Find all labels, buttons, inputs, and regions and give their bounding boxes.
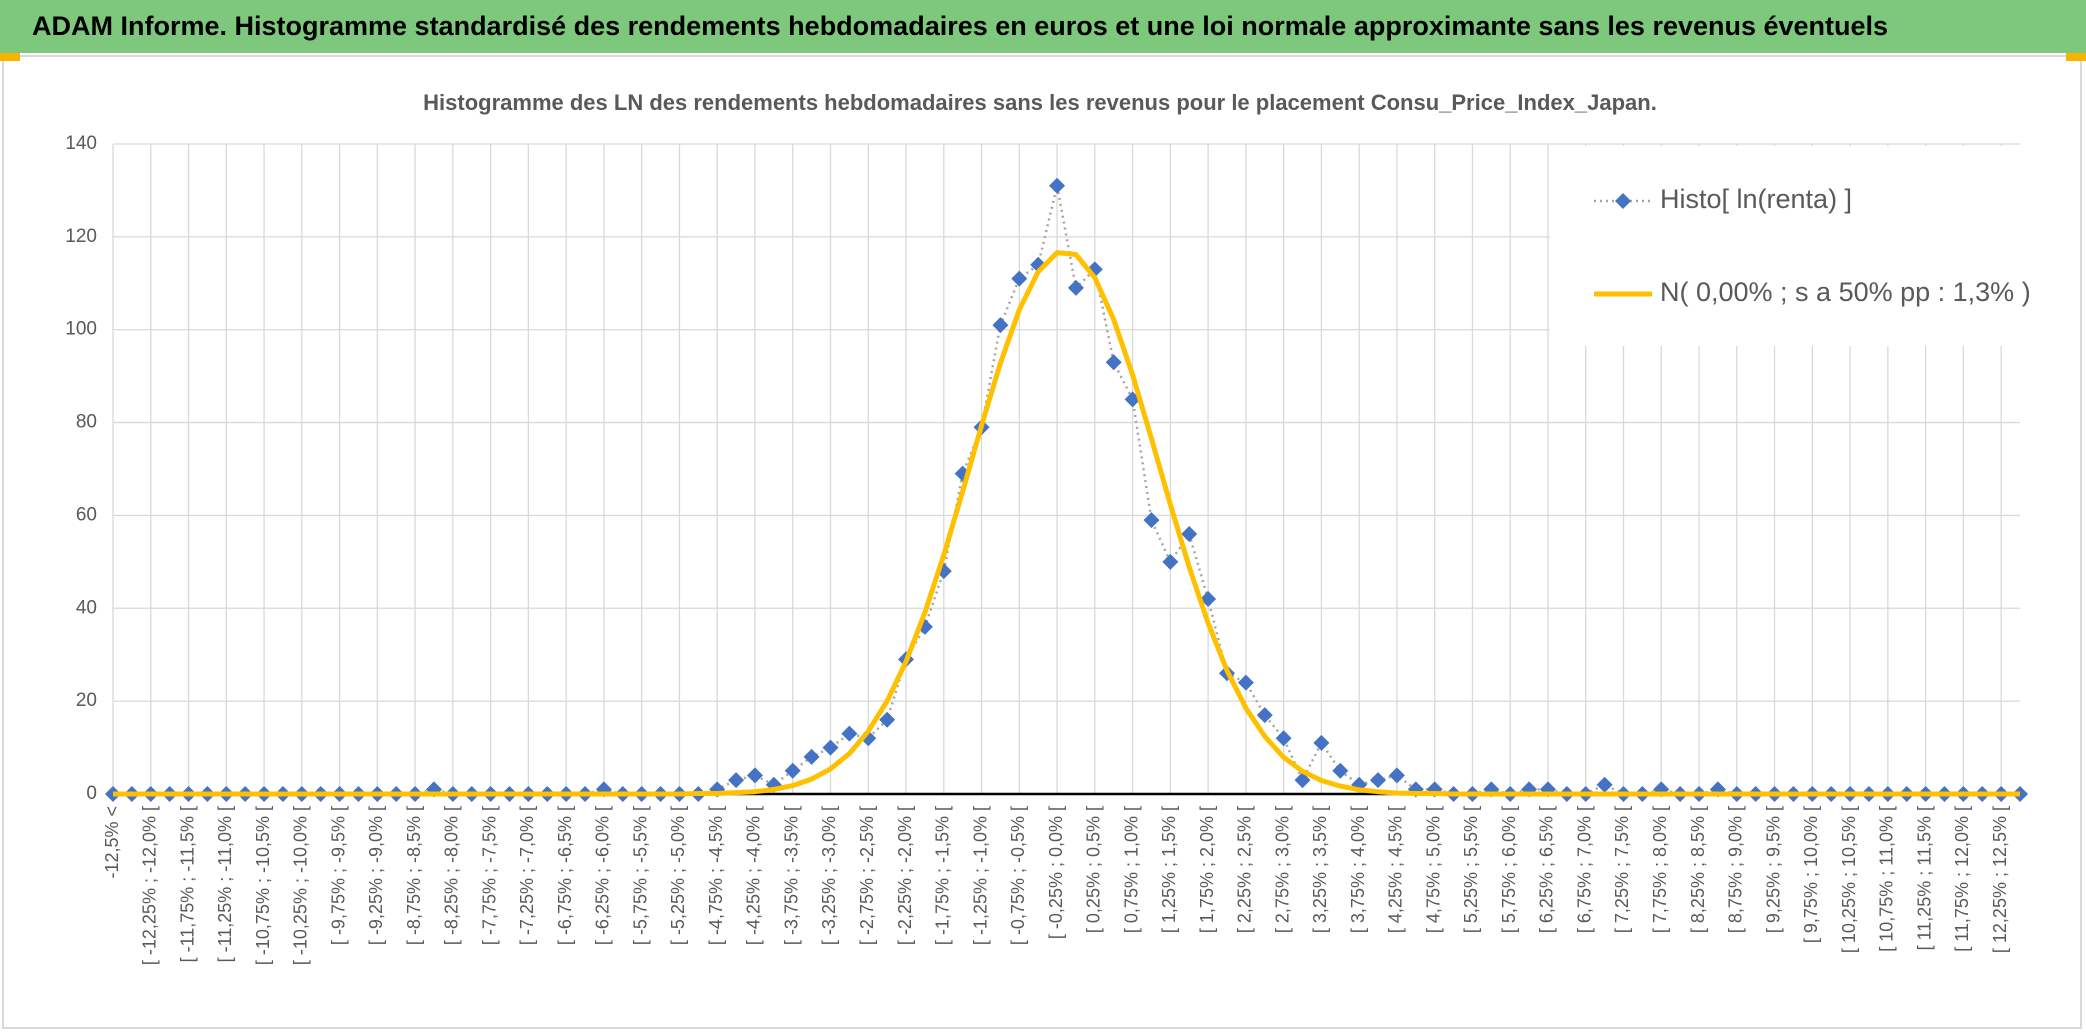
data-point — [746, 767, 763, 784]
y-tick-label: 20 — [76, 690, 97, 711]
x-tick-label: [ -11,75% ; -11,5% [ — [177, 806, 197, 962]
x-tick-label: [ -9,25% ; -9,0% [ — [366, 806, 386, 945]
data-point — [1162, 553, 1179, 570]
x-tick-label: -12,5% < — [102, 806, 122, 879]
data-point — [1237, 674, 1254, 691]
legend-marker — [1615, 193, 1631, 209]
x-tick-label: [ -2,75% ; -2,5% [ — [857, 806, 877, 945]
x-tick-label: [ 8,25% ; 8,5% [ — [1688, 806, 1708, 933]
x-tick-label: [ -5,75% ; -5,5% [ — [630, 806, 650, 945]
y-tick-label: 80 — [76, 412, 97, 433]
y-tick-label: 40 — [76, 597, 97, 618]
x-tick-label: [ 2,25% ; 2,5% [ — [1235, 806, 1255, 933]
data-point — [1332, 762, 1349, 779]
chart-title: Histogramme des LN des rendements hebdom… — [423, 90, 1657, 115]
chart-frame — [2, 55, 2082, 1029]
x-tick-label: [ 4,25% ; 4,5% [ — [1386, 806, 1406, 933]
data-point — [1275, 730, 1292, 747]
legend-label: Histo[ ln(renta) ] — [1660, 184, 1852, 214]
data-point — [1596, 776, 1613, 793]
x-tick-label: [ 5,75% ; 6,0% [ — [1499, 806, 1519, 933]
data-point — [1011, 270, 1028, 287]
x-tick-label: [ -1,25% ; -1,0% [ — [970, 806, 990, 945]
x-tick-label: [ 9,75% ; 10,0% [ — [1801, 806, 1821, 943]
x-tick-label: [ -8,75% ; -8,5% [ — [404, 806, 424, 945]
x-tick-label: [ 5,25% ; 5,5% [ — [1461, 806, 1481, 933]
y-tick-label: 60 — [76, 504, 97, 525]
x-tick-label: [ -2,25% ; -2,0% [ — [895, 806, 915, 945]
x-tick-label: [ 12,25% ; 12,5% [ — [1990, 806, 2010, 953]
x-tick-label: [ -0,75% ; -0,5% [ — [1008, 806, 1028, 945]
x-tick-label: [ 11,75% ; 12,0% [ — [1952, 806, 1972, 952]
y-tick-label: 140 — [65, 133, 97, 154]
x-tick-label: [ -8,25% ; -8,0% [ — [442, 806, 462, 945]
x-tick-label: [ -4,25% ; -4,0% [ — [744, 806, 764, 945]
data-point — [1105, 354, 1122, 371]
x-tick-label: [ -10,25% ; -10,0% [ — [291, 806, 311, 965]
x-tick-label: [ 8,75% ; 9,0% [ — [1726, 806, 1746, 933]
x-tick-label: [ 6,75% ; 7,0% [ — [1574, 806, 1594, 933]
data-point — [784, 762, 801, 779]
data-point — [1143, 512, 1160, 529]
data-point — [803, 748, 820, 765]
x-tick-label: [ 11,25% ; 11,5% [ — [1914, 806, 1934, 950]
corner — [2066, 53, 2086, 61]
x-tick-label: [ 0,75% ; 1,0% [ — [1121, 806, 1141, 933]
x-tick-label: [ 4,75% ; 5,0% [ — [1423, 806, 1443, 933]
x-tick-label: [ -11,25% ; -11,0% [ — [215, 806, 235, 962]
x-tick-label: [ 10,25% ; 10,5% [ — [1839, 806, 1859, 953]
x-tick-label: [ -6,25% ; -6,0% [ — [593, 806, 613, 945]
title-bar — [0, 0, 2086, 53]
x-tick-label: [ -9,75% ; -9,5% [ — [328, 806, 348, 945]
page-title: ADAM Informe. Histogramme standardisé de… — [32, 11, 1888, 41]
y-tick-label: 120 — [65, 226, 97, 247]
x-tick-label: [ -5,25% ; -5,0% [ — [668, 806, 688, 945]
data-point — [879, 711, 896, 728]
x-tick-label: [ 7,75% ; 8,0% [ — [1650, 806, 1670, 933]
y-tick-label: 0 — [86, 783, 97, 804]
data-point — [1200, 591, 1217, 607]
x-tick-label: [ -4,75% ; -4,5% [ — [706, 806, 726, 945]
x-tick-label: [ -6,75% ; -6,5% [ — [555, 806, 575, 945]
x-tick-label: [ -7,75% ; -7,5% [ — [479, 806, 499, 945]
legend-label: N( 0,00% ; s a 50% pp : 1,3% ) — [1660, 277, 2031, 307]
x-tick-label: [ 6,25% ; 6,5% [ — [1537, 806, 1557, 933]
data-point — [1181, 526, 1198, 542]
x-tick-label: [ 10,75% ; 11,0% [ — [1877, 806, 1897, 952]
data-point — [1370, 772, 1387, 789]
x-tick-label: [ 3,75% ; 4,0% [ — [1348, 806, 1368, 933]
x-tick-label: [ -1,75% ; -1,5% [ — [933, 806, 953, 945]
data-point — [1313, 734, 1330, 751]
x-tick-label: [ 2,75% ; 3,0% [ — [1272, 806, 1292, 933]
series-line — [113, 250, 2020, 797]
x-tick-label: [ -3,75% ; -3,5% [ — [781, 806, 801, 945]
x-tick-label: [ 1,75% ; 2,0% [ — [1197, 806, 1217, 933]
y-tick-label: 100 — [65, 319, 97, 340]
x-tick-label: [ -3,25% ; -3,0% [ — [819, 806, 839, 945]
data-point — [822, 739, 839, 756]
data-point — [841, 725, 858, 742]
legend-box — [1550, 146, 2020, 346]
data-point — [992, 317, 1009, 334]
x-tick-label: [ 3,25% ; 3,5% [ — [1310, 806, 1330, 933]
data-point — [1067, 279, 1084, 296]
data-point — [1049, 177, 1066, 194]
x-tick-label: [ 7,25% ; 7,5% [ — [1612, 806, 1632, 933]
data-point — [1256, 707, 1273, 724]
x-tick-label: [ -10,75% ; -10,5% [ — [253, 806, 273, 965]
x-tick-label: [ 1,25% ; 1,5% [ — [1159, 806, 1179, 933]
x-tick-label: [ -12,25% ; -12,0% [ — [140, 806, 160, 965]
corner — [0, 53, 20, 61]
x-tick-label: [ -0,25% ; 0,0% [ — [1046, 806, 1066, 939]
data-point — [1294, 772, 1311, 789]
x-tick-label: [ 9,25% ; 9,5% [ — [1763, 806, 1783, 933]
x-tick-label: [ -7,25% ; -7,0% [ — [517, 806, 537, 945]
data-point — [1388, 767, 1405, 784]
data-point — [728, 772, 745, 789]
x-tick-label: [ 0,25% ; 0,5% [ — [1084, 806, 1104, 933]
